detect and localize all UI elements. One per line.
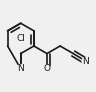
Text: O: O xyxy=(43,64,50,73)
Text: N: N xyxy=(83,57,89,66)
Circle shape xyxy=(15,34,26,44)
Text: Cl: Cl xyxy=(16,34,25,43)
Circle shape xyxy=(82,57,90,65)
Circle shape xyxy=(17,65,25,73)
Circle shape xyxy=(43,65,51,73)
Text: N: N xyxy=(17,64,24,73)
